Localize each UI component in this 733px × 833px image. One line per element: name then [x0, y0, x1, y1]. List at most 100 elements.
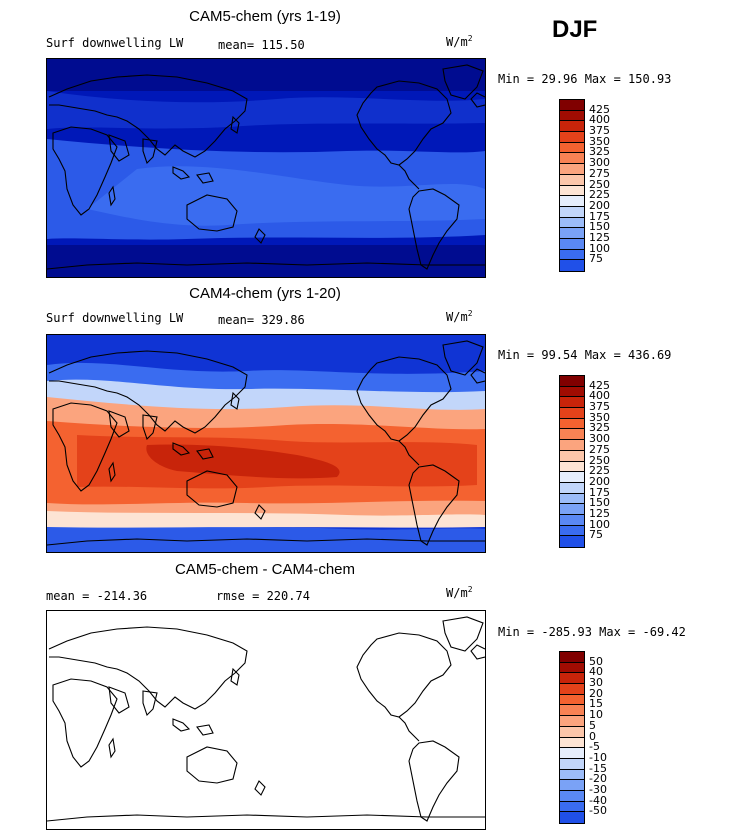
colorbar-cell [560, 705, 584, 717]
colorbar-cell [560, 694, 584, 706]
colorbar-tick-label: -20 [589, 772, 607, 786]
colorbar-cell [560, 142, 584, 154]
colorbar-cell [560, 386, 584, 398]
panel-3-units: W/m2 [446, 585, 473, 600]
colorbar-cell [560, 737, 584, 749]
colorbar-tick-label: 375 [589, 124, 610, 138]
panel-2-units: W/m2 [446, 309, 473, 324]
panel-2-mean-label: mean= 329.86 [218, 313, 305, 327]
panel-1-variable-label: Surf downwelling LW [46, 36, 184, 50]
panel-1-colorbar [559, 99, 585, 272]
colorbar-tick-label: -10 [589, 750, 607, 764]
colorbar-tick-label: 10 [589, 708, 603, 722]
colorbar-tick-label: 250 [589, 177, 610, 191]
colorbar-cell [560, 110, 584, 122]
colorbar-cell [560, 504, 584, 515]
colorbar-cell [560, 228, 584, 239]
colorbar-tick-label: 200 [589, 198, 610, 212]
panel-3-units-base: W/m [446, 586, 468, 600]
colorbar-cell [560, 164, 584, 175]
colorbar-cell [560, 440, 584, 451]
colorbar-cell [560, 408, 584, 419]
season-label: DJF [552, 16, 598, 43]
colorbar-cell [560, 662, 584, 674]
panel-3-title: CAM5-chem - CAM4-chem [174, 561, 356, 578]
colorbar-tick-label: 425 [589, 102, 610, 116]
colorbar-cell [560, 249, 584, 261]
colorbar-tick-label: 50 [589, 654, 603, 668]
colorbar-tick-label: 75 [589, 252, 603, 266]
colorbar-tick-label: -5 [589, 740, 600, 754]
colorbar-tick-label: 375 [589, 400, 610, 414]
colorbar-cell [560, 174, 584, 186]
colorbar-cell [560, 196, 584, 207]
colorbar-cell [560, 260, 584, 271]
colorbar-tick-label: 325 [589, 145, 610, 159]
panel-3-mean-label: mean = -214.36 [46, 589, 148, 603]
colorbar-cell [560, 206, 584, 218]
panel-2-units-base: W/m [446, 310, 468, 324]
colorbar-cell [560, 493, 584, 505]
panel-3-rmse-label: rmse = 220.74 [216, 589, 310, 603]
colorbar-cell [560, 238, 584, 250]
panel-1-units-exp: 2 [467, 34, 473, 43]
colorbar-cell [560, 461, 584, 473]
panel-1-mean-label: mean= 115.50 [218, 38, 305, 52]
colorbar-cell [560, 748, 584, 759]
panel-2-minmax: Min = 99.54 Max = 436.69 [498, 348, 672, 362]
colorbar-cell [560, 684, 584, 695]
colorbar-cell [560, 758, 584, 770]
colorbar-cell [560, 769, 584, 781]
colorbar-cell [560, 153, 584, 165]
colorbar-cell [560, 673, 584, 685]
colorbar-cell [560, 132, 584, 143]
panel-2-colorbar [559, 375, 585, 548]
colorbar-tick-label: 225 [589, 464, 610, 478]
colorbar-cell [560, 185, 584, 197]
colorbar-tick-label: 150 [589, 496, 610, 510]
colorbar-tick-label: 275 [589, 442, 610, 456]
panel-3-units-exp: 2 [467, 585, 473, 594]
colorbar-cell [560, 525, 584, 537]
colorbar-tick-label: 100 [589, 517, 610, 531]
colorbar-cell [560, 397, 584, 409]
colorbar-cell [560, 812, 584, 823]
colorbar-cell [560, 121, 584, 133]
colorbar-tick-label: 15 [589, 697, 603, 711]
colorbar-tick-label: 300 [589, 432, 610, 446]
colorbar-tick-label: 225 [589, 188, 610, 202]
colorbar-cell [560, 472, 584, 483]
panel-1-units: W/m2 [446, 34, 473, 49]
panel-2-variable-label: Surf downwelling LW [46, 311, 184, 325]
colorbar-cell [560, 376, 584, 387]
colorbar-tick-label: 30 [589, 676, 603, 690]
colorbar-cell [560, 514, 584, 526]
colorbar-cell [560, 536, 584, 547]
colorbar-tick-label: 325 [589, 421, 610, 435]
colorbar-tick-label: 425 [589, 378, 610, 392]
panel-3-colorbar [559, 651, 585, 824]
colorbar-tick-label: -40 [589, 793, 607, 807]
colorbar-cell [560, 450, 584, 462]
colorbar-tick-label: 20 [589, 686, 603, 700]
colorbar-cell [560, 790, 584, 802]
colorbar-tick-label: 400 [589, 113, 610, 127]
colorbar-tick-label: 75 [589, 528, 603, 542]
colorbar-tick-label: 350 [589, 134, 610, 148]
colorbar-tick-label: 175 [589, 485, 610, 499]
panel-3-minmax: Min = -285.93 Max = -69.42 [498, 625, 686, 639]
colorbar-cell [560, 429, 584, 441]
colorbar-cell [560, 716, 584, 727]
panel-1-units-base: W/m [446, 35, 468, 49]
panel-1-title: CAM5-chem (yrs 1-19) [189, 8, 341, 25]
panel-1-minmax: Min = 29.96 Max = 150.93 [498, 72, 672, 86]
panel-2-units-exp: 2 [467, 309, 473, 318]
colorbar-cell [560, 217, 584, 229]
panel-1-map [46, 58, 486, 278]
panel-2-title: CAM4-chem (yrs 1-20) [189, 285, 341, 302]
colorbar-tick-label: 40 [589, 665, 603, 679]
colorbar-tick-label: 125 [589, 506, 610, 520]
colorbar-tick-label: -50 [589, 804, 607, 818]
colorbar-tick-label: -15 [589, 761, 607, 775]
colorbar-cell [560, 801, 584, 813]
